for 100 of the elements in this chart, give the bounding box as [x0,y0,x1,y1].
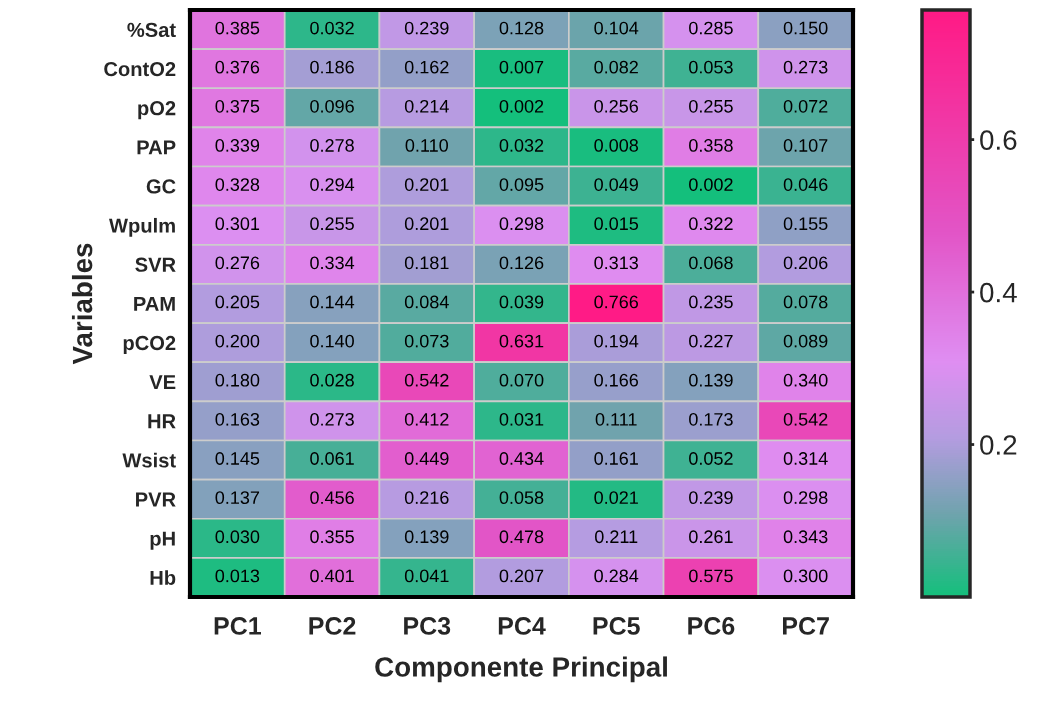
data-label: 0.140 [310,334,354,348]
data-label: 0.068 [689,256,733,270]
y-tick-label: pH [150,531,175,550]
x-tick-label: PC2 [309,617,356,635]
data-label: 0.096 [310,99,354,113]
data-label: 0.162 [404,60,449,74]
data-label: 0.144 [310,295,355,309]
data-label: 0.049 [594,178,638,191]
data-label: 0.111 [595,412,637,426]
data-label: 0.273 [310,412,354,426]
data-label: 0.207 [499,569,544,583]
y-axis-title: Variables [71,243,93,365]
x-tick-label: PC3 [404,617,451,635]
data-label: 0.322 [689,217,733,231]
data-label: 0.181 [404,256,449,270]
data-label: 0.239 [689,491,733,505]
data-label: 0.008 [594,139,639,152]
data-label: 0.298 [499,217,544,231]
data-label: 0.328 [215,178,260,191]
y-tick-label: Wpulm [109,217,175,237]
data-label: 0.211 [595,530,638,544]
data-label: 0.375 [215,99,260,113]
data-label: 0.150 [783,21,828,35]
data-label: 0.070 [499,373,544,387]
data-label: 0.046 [783,178,828,191]
y-tick-label: PAM [134,296,175,311]
data-label: 0.031 [499,412,544,426]
data-label: 0.300 [783,569,828,583]
data-label: 0.339 [215,139,260,152]
data-label: 0.201 [404,178,449,191]
data-label: 0.032 [499,139,544,152]
data-label: 0.542 [783,412,828,426]
data-label: 0.073 [404,334,449,348]
data-label: 0.343 [783,530,828,544]
y-tick-label: pO2 [138,101,176,120]
data-label: 0.313 [594,256,639,270]
data-label: 0.180 [215,373,260,387]
data-label: 0.089 [783,334,828,348]
data-label: 0.084 [404,295,449,309]
x-tick-label: PC4 [498,617,546,635]
data-label: 0.163 [215,412,260,426]
y-tick-label: pCO2 [123,335,176,355]
y-tick-label: Wsist [122,452,176,468]
data-label: 0.239 [404,21,449,35]
data-label: 0.078 [783,295,828,309]
x-tick-label: PC6 [688,617,735,635]
data-label: 0.053 [689,60,733,74]
data-label: 0.028 [310,373,354,387]
data-label: 0.107 [783,139,828,152]
data-label: 0.255 [310,217,354,231]
data-label: 0.139 [689,373,733,387]
data-label: 0.205 [215,295,260,309]
y-tick-label: PAP [137,140,176,155]
data-label: 0.002 [689,178,733,191]
x-axis-title: Componente Principal [375,656,667,683]
y-tick-label: ContO2 [104,61,176,77]
data-label: 0.072 [783,99,828,113]
data-label: 0.575 [689,569,733,583]
data-label: 0.110 [405,139,449,152]
x-tick-label: PC1 [214,617,261,635]
data-label: 0.002 [499,99,544,113]
data-label: 0.256 [594,99,639,113]
color-bar-label: 0.2 [980,435,1017,455]
data-label: 0.137 [215,491,260,505]
data-label: 0.334 [310,256,355,270]
data-label: 0.298 [783,491,828,505]
data-label: 0.194 [594,334,639,348]
data-label: 0.255 [689,99,733,113]
data-label: 0.032 [310,21,354,35]
data-label: 0.095 [499,178,544,191]
data-label: 0.385 [215,21,260,35]
data-label: 0.376 [215,60,260,74]
data-label: 0.013 [215,569,260,583]
data-label: 0.285 [689,21,733,35]
data-label: 0.082 [594,60,638,74]
color-bar-label: 0.6 [980,130,1017,150]
y-tick-label: %Sat [127,22,176,38]
data-label: 0.214 [404,99,449,113]
data-label: 0.412 [404,412,449,426]
data-label: 0.284 [594,569,639,583]
data-label: 0.478 [499,530,544,544]
data-label: 0.021 [594,491,638,505]
data-label: 0.216 [404,491,449,505]
data-label: 0.030 [215,530,260,544]
x-tick-label: PC7 [783,617,829,635]
y-tick-label: GC [146,179,176,194]
data-label: 0.227 [689,334,733,348]
data-label: 0.340 [783,373,828,387]
y-tick-label: HR [148,414,176,429]
data-label: 0.631 [499,334,544,348]
data-label: 0.278 [310,139,354,152]
data-label: 0.186 [310,60,354,74]
data-label: 0.104 [594,21,639,35]
data-label: 0.139 [404,530,449,544]
data-label: 0.294 [310,178,355,191]
data-label: 0.173 [689,412,733,426]
y-tick-label: VE [149,375,176,390]
data-label: 0.273 [783,60,828,74]
y-tick-label: PVR [136,492,176,507]
data-label: 0.007 [499,60,544,74]
